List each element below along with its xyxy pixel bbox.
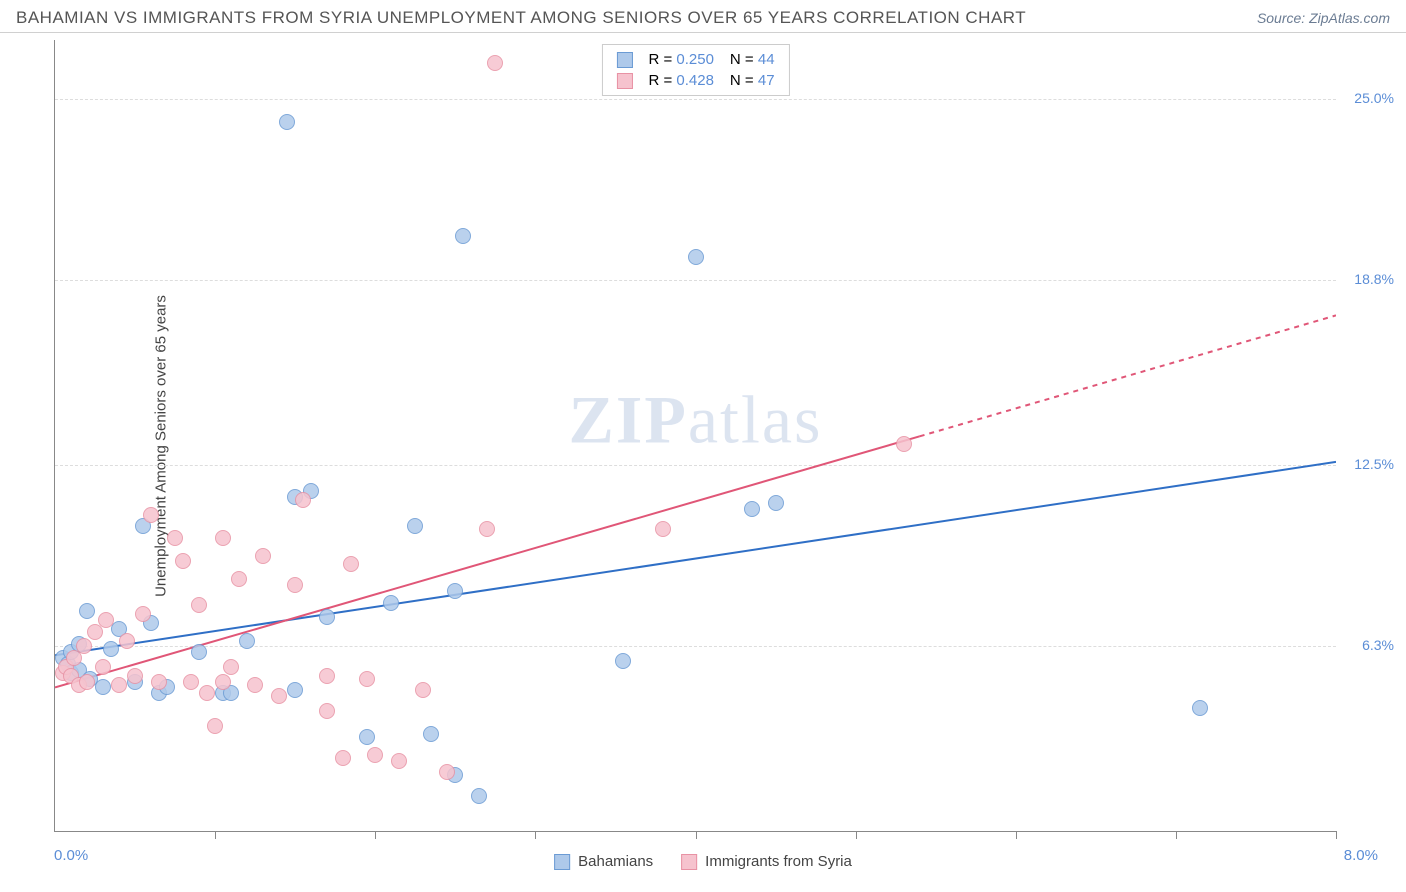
legend-item-syria: Immigrants from Syria — [681, 853, 852, 870]
y-tick-label: 18.8% — [1354, 271, 1394, 287]
chart-header: BAHAMIAN VS IMMIGRANTS FROM SYRIA UNEMPL… — [0, 0, 1406, 33]
swatch-syria-bottom — [681, 854, 697, 870]
data-point — [175, 553, 191, 569]
data-point — [199, 685, 215, 701]
source-name: ZipAtlas.com — [1309, 10, 1390, 26]
data-point — [223, 659, 239, 675]
x-tick — [1016, 831, 1017, 839]
gridline — [55, 280, 1336, 281]
legend-stats-box: R = 0.250 N = 44 R = 0.428 N = 47 — [601, 44, 789, 96]
data-point — [191, 644, 207, 660]
watermark: ZIPatlas — [569, 380, 823, 459]
data-point — [423, 726, 439, 742]
r-value-bahamians: 0.250 — [676, 51, 714, 68]
y-tick-label: 25.0% — [1354, 90, 1394, 106]
data-point — [287, 682, 303, 698]
data-point — [127, 668, 143, 684]
chart-plot-area: R = 0.250 N = 44 R = 0.428 N = 47 ZIPatl… — [54, 40, 1336, 832]
data-point — [95, 659, 111, 675]
data-point — [271, 688, 287, 704]
y-tick-label: 12.5% — [1354, 456, 1394, 472]
data-point — [95, 679, 111, 695]
x-tick — [375, 831, 376, 839]
y-tick-label: 6.3% — [1362, 637, 1394, 653]
data-point — [287, 577, 303, 593]
data-point — [655, 521, 671, 537]
data-point — [98, 612, 114, 628]
gridline — [55, 99, 1336, 100]
data-point — [231, 571, 247, 587]
data-point — [479, 521, 495, 537]
n-value-syria: 47 — [758, 72, 775, 89]
n-value-bahamians: 44 — [758, 51, 775, 68]
trendlines-layer — [55, 40, 1336, 831]
data-point — [191, 597, 207, 613]
data-point — [768, 495, 784, 511]
data-point — [319, 703, 335, 719]
swatch-bahamians — [616, 52, 632, 68]
data-point — [407, 518, 423, 534]
data-point — [319, 609, 335, 625]
data-point — [111, 677, 127, 693]
data-point — [688, 249, 704, 265]
data-point — [896, 436, 912, 452]
legend-stats-row-syria: R = 0.428 N = 47 — [616, 70, 774, 91]
data-point — [79, 674, 95, 690]
data-point — [415, 682, 431, 698]
data-point — [359, 671, 375, 687]
data-point — [367, 747, 383, 763]
data-point — [471, 788, 487, 804]
legend-item-bahamians: Bahamians — [554, 853, 653, 870]
swatch-bahamians-bottom — [554, 854, 570, 870]
data-point — [1192, 700, 1208, 716]
data-point — [447, 583, 463, 599]
data-point — [487, 55, 503, 71]
data-point — [143, 507, 159, 523]
data-point — [247, 677, 263, 693]
r-value-syria: 0.428 — [676, 72, 714, 89]
gridline — [55, 465, 1336, 466]
x-tick — [1176, 831, 1177, 839]
data-point — [335, 750, 351, 766]
data-point — [359, 729, 375, 745]
data-point — [119, 633, 135, 649]
data-point — [215, 674, 231, 690]
data-point — [615, 653, 631, 669]
data-point — [76, 638, 92, 654]
swatch-syria — [616, 73, 632, 89]
data-point — [744, 501, 760, 517]
data-point — [319, 668, 335, 684]
data-point — [207, 718, 223, 734]
data-point — [295, 492, 311, 508]
chart-title: BAHAMIAN VS IMMIGRANTS FROM SYRIA UNEMPL… — [16, 8, 1026, 28]
data-point — [135, 606, 151, 622]
x-tick — [856, 831, 857, 839]
data-point — [239, 633, 255, 649]
data-point — [439, 764, 455, 780]
x-tick — [535, 831, 536, 839]
data-point — [279, 114, 295, 130]
legend-label-syria: Immigrants from Syria — [705, 853, 852, 870]
data-point — [391, 753, 407, 769]
data-point — [103, 641, 119, 657]
data-point — [255, 548, 271, 564]
x-tick — [215, 831, 216, 839]
legend-stats-row-bahamians: R = 0.250 N = 44 — [616, 49, 774, 70]
legend-label-bahamians: Bahamians — [578, 853, 653, 870]
source-label: Source: ZipAtlas.com — [1257, 10, 1390, 26]
x-tick — [1336, 831, 1337, 839]
data-point — [343, 556, 359, 572]
data-point — [383, 595, 399, 611]
data-point — [215, 530, 231, 546]
data-point — [455, 228, 471, 244]
x-axis-max-label: 8.0% — [1344, 847, 1378, 864]
legend-bottom: Bahamians Immigrants from Syria — [554, 853, 852, 870]
data-point — [79, 603, 95, 619]
x-tick — [696, 831, 697, 839]
data-point — [151, 674, 167, 690]
data-point — [183, 674, 199, 690]
x-axis-min-label: 0.0% — [54, 847, 88, 864]
data-point — [167, 530, 183, 546]
